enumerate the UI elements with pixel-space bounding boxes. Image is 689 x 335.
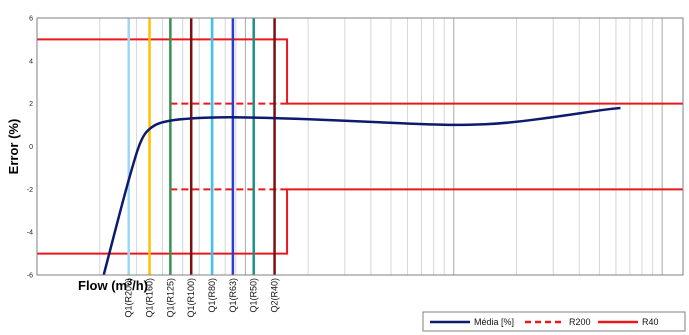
- x-axis-title-tail: /h): [132, 278, 148, 293]
- marker-label: Q1(R50): [249, 278, 259, 313]
- series-line-media: [104, 108, 621, 275]
- series-line-r40-lower: [37, 189, 683, 253]
- marker-label: Q1(R125): [165, 278, 175, 318]
- vertical-markers: [129, 18, 275, 275]
- marker-label: Q1(R80): [207, 278, 217, 313]
- legend-label: R40: [642, 317, 659, 327]
- legend: Média [%] R200 R40: [423, 312, 685, 331]
- y-tick-label: -2: [27, 187, 33, 194]
- limit-lines: [37, 39, 683, 253]
- y-axis-ticks: 6 4 2 0 -2 -4 -6: [27, 16, 33, 280]
- y-tick-label: -4: [27, 230, 33, 237]
- y-tick-label: -6: [27, 273, 33, 280]
- legend-label: Média [%]: [474, 317, 514, 327]
- marker-label: Q1(R100): [186, 278, 196, 318]
- y-tick-label: 0: [29, 144, 33, 151]
- y-tick-label: 6: [29, 16, 33, 23]
- grid: [100, 18, 662, 275]
- plot-frame: [37, 18, 683, 275]
- marker-label: Q2(R40): [270, 278, 280, 313]
- marker-label: Q1(R63): [228, 278, 238, 313]
- x-axis-title-main: Flow (m: [78, 278, 127, 293]
- legend-label: R200: [569, 317, 591, 327]
- y-tick-label: 2: [29, 101, 33, 108]
- series-line-r40-upper: [37, 39, 683, 103]
- series-layer: [104, 108, 621, 275]
- x-axis-title: Flow (m3/h): [78, 277, 148, 293]
- y-axis-title: Error (%): [6, 119, 21, 175]
- y-tick-label: 4: [29, 58, 33, 65]
